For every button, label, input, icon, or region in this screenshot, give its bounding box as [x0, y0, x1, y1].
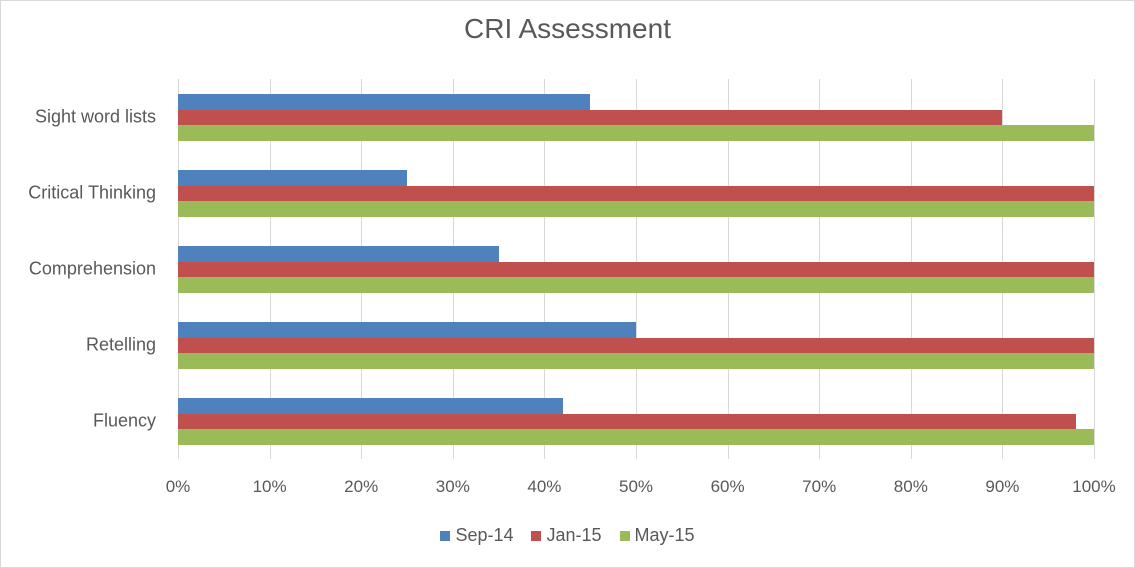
bar-sep-14: [178, 246, 499, 262]
bar-may-15: [178, 429, 1094, 445]
gridline: [1094, 79, 1095, 459]
x-tick-label: 50%: [618, 477, 654, 496]
category-label: Retelling: [85, 334, 156, 355]
bar-may-15: [178, 277, 1094, 293]
category-label: Sight word lists: [34, 106, 156, 127]
plot-area: [178, 79, 1095, 459]
x-tick-label: 20%: [344, 477, 379, 496]
x-tick-label: 80%: [893, 477, 928, 496]
legend-item: Sep-14: [440, 525, 513, 546]
legend-item: Jan-15: [531, 525, 602, 546]
legend: Sep-14 Jan-15 May-15: [1, 525, 1134, 546]
bar-sep-14: [178, 94, 591, 110]
legend-swatch-icon: [440, 530, 451, 541]
x-tick-label: 10%: [252, 477, 287, 496]
legend-label: Jan-15: [546, 525, 602, 545]
legend-swatch-icon: [619, 530, 630, 541]
x-tick-label: 60%: [710, 477, 745, 496]
bar-jan-15: [178, 185, 1094, 202]
bar-sep-14: [178, 170, 407, 186]
legend-item: May-15: [619, 525, 695, 546]
legend-swatch-icon: [531, 530, 542, 541]
x-tick-label: 0%: [165, 477, 191, 496]
bar-jan-15: [178, 337, 1094, 354]
bar-jan-15: [178, 261, 1094, 278]
x-tick-label: 100%: [1072, 477, 1116, 496]
category-label: Critical Thinking: [28, 182, 156, 203]
legend-label: May-15: [634, 525, 695, 545]
legend-label: Sep-14: [455, 525, 514, 545]
bar-jan-15: [178, 413, 1076, 430]
bar-may-15: [178, 201, 1094, 217]
bar-sep-14: [178, 322, 636, 338]
bar-may-15: [178, 125, 1094, 141]
x-tick-label: 40%: [527, 477, 562, 496]
bar-sep-14: [178, 398, 563, 414]
category-label: Comprehension: [28, 258, 156, 279]
bar-may-15: [178, 353, 1094, 369]
category-label: Fluency: [92, 410, 156, 431]
bar-jan-15: [178, 109, 1003, 126]
x-tick-label: 90%: [985, 477, 1020, 496]
x-tick-label: 30%: [435, 477, 470, 496]
x-tick-label: 70%: [802, 477, 837, 496]
chart-title: CRI Assessment: [464, 13, 671, 44]
